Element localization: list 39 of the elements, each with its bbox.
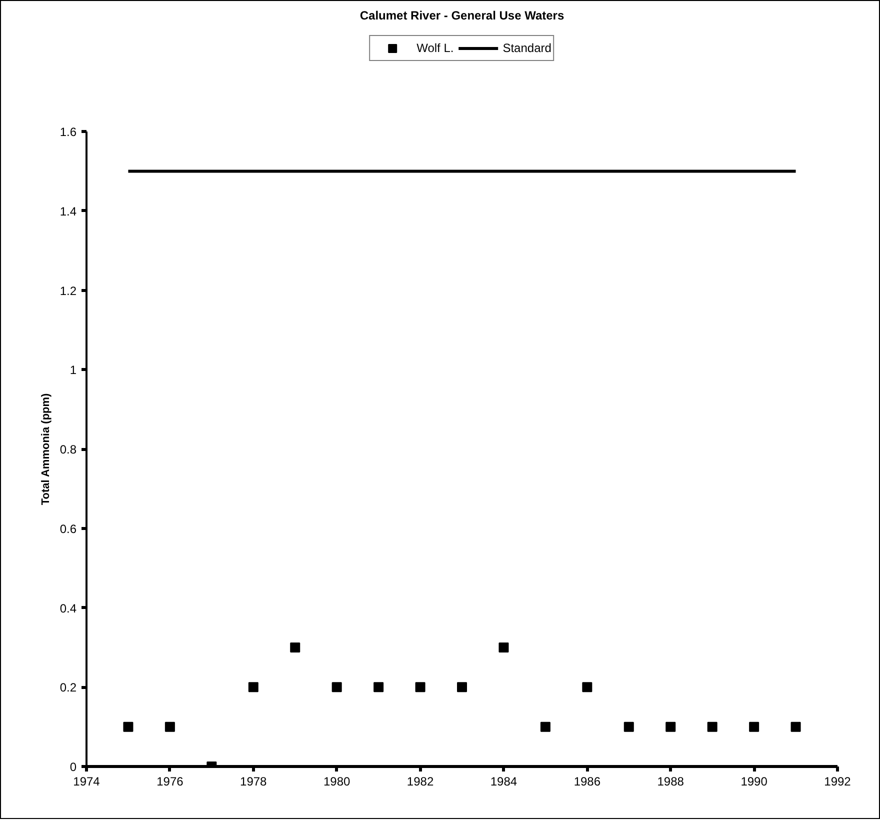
x-tick-label: 1988 — [657, 774, 684, 788]
point — [164, 722, 175, 732]
point — [624, 722, 634, 732]
x-tick-label: 1986 — [574, 774, 601, 788]
x-tick-label: 1984 — [490, 774, 518, 788]
x-tick-label: 1978 — [240, 774, 268, 788]
point — [123, 722, 134, 732]
point — [415, 682, 426, 692]
y-tick-label: 0.6 — [60, 522, 77, 536]
y-tick-label: 1 — [70, 363, 77, 378]
point — [290, 642, 300, 652]
point — [582, 682, 592, 692]
y-tick-label: 1.6 — [60, 125, 77, 139]
x-tick-label: 1980 — [323, 774, 351, 788]
x-tick-label: 1974 — [73, 774, 100, 788]
x-tick-label: 1982 — [406, 774, 434, 788]
point — [540, 722, 550, 732]
point — [666, 722, 676, 732]
chart-title: Calumet River - General Use Waters — [360, 8, 564, 22]
y-tick-label: 1.2 — [60, 284, 77, 298]
point — [248, 682, 258, 692]
y-tick-label: 0 — [70, 760, 77, 774]
point — [332, 682, 342, 692]
y-axis-title: Total Ammonia (ppm) — [40, 392, 52, 506]
legend-label: Wolf L. — [416, 41, 454, 55]
x-tick-label: 1976 — [156, 774, 184, 788]
point — [790, 722, 801, 732]
point — [749, 722, 760, 732]
x-tick-label: 1992 — [824, 774, 852, 788]
point — [498, 642, 509, 652]
x-tick-label: 1990 — [740, 774, 768, 788]
legend-label: Standard — [502, 41, 552, 55]
y-tick-label: 1.4 — [60, 204, 77, 218]
point — [457, 682, 467, 692]
point — [374, 682, 384, 692]
y-tick-label: 0.4 — [60, 601, 77, 616]
y-tick-label: 0.2 — [60, 680, 77, 695]
y-tick-label: 0.8 — [60, 442, 77, 456]
point — [707, 722, 718, 732]
